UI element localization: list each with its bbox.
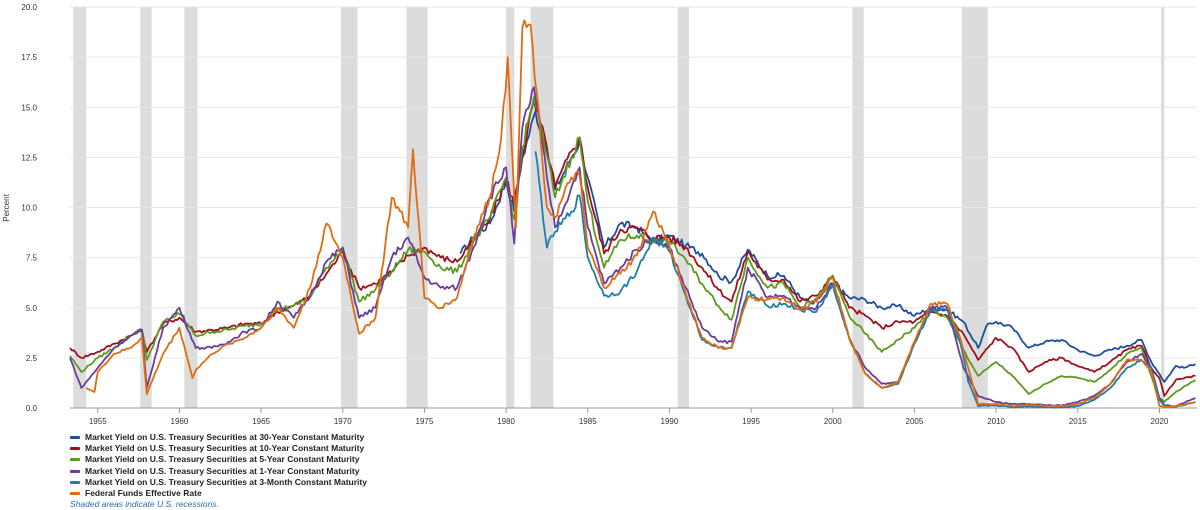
legend-swatch-5yr — [70, 458, 80, 462]
legend-label-fedfunds: Federal Funds Effective Rate — [85, 487, 202, 498]
legend-label-10yr: Market Yield on U.S. Treasury Securities… — [85, 443, 365, 454]
legend-label-3mo: Market Yield on U.S. Treasury Securities… — [85, 476, 367, 487]
legend-item-30yr[interactable]: Market Yield on U.S. Treasury Securities… — [70, 432, 367, 443]
x-tick-label: 1990 — [661, 417, 679, 426]
legend-swatch-3mo — [70, 480, 80, 484]
series-line-2 — [69, 96, 1196, 403]
y-tick-label: 12.5 — [21, 153, 37, 162]
y-tick-label: 15.0 — [21, 103, 37, 112]
y-tick-label: 2.5 — [26, 354, 38, 363]
legend-swatch-1yr — [70, 469, 80, 473]
legend-label-1yr: Market Yield on U.S. Treasury Securities… — [85, 465, 360, 476]
y-axis-ticks: 0.0 2.5 5.0 7.5 10.0 12.5 15.0 17.5 20.0 — [21, 3, 37, 413]
legend-label-5yr: Market Yield on U.S. Treasury Securities… — [85, 454, 360, 465]
x-tick-label: 1970 — [334, 417, 352, 426]
y-tick-label: 17.5 — [21, 53, 37, 62]
series-line-1 — [69, 100, 1196, 397]
legend-item-1yr[interactable]: Market Yield on U.S. Treasury Securities… — [70, 466, 367, 477]
x-tick-label: 2005 — [906, 417, 924, 426]
legend-item-10yr[interactable]: Market Yield on U.S. Treasury Securities… — [70, 443, 367, 454]
y-tick-label: 5.0 — [26, 304, 38, 313]
x-tick-label: 1980 — [497, 417, 515, 426]
series-line-3 — [69, 86, 1196, 408]
x-tick-label: 1995 — [742, 417, 760, 426]
legend-swatch-fedfunds — [70, 492, 80, 496]
legend-swatch-10yr — [70, 447, 80, 451]
x-tick-label: 2000 — [824, 417, 842, 426]
x-tick-label: 1975 — [416, 417, 434, 426]
x-tick-label: 2010 — [987, 417, 1005, 426]
x-axis-ticks: 1955 1960 1965 1970 1975 1980 1985 1990 1995 2000… — [89, 408, 1169, 426]
legend: Market Yield on U.S. Treasury Securities… — [70, 432, 367, 510]
y-tick-label: 7.5 — [26, 254, 38, 263]
x-tick-label: 2020 — [1151, 417, 1169, 426]
yield-chart: 0.0 2.5 5.0 7.5 10.0 12.5 15.0 17.5 20.0 1955 196… — [2, 3, 1197, 426]
legend-swatch-30yr — [70, 436, 80, 440]
x-tick-label: 1955 — [89, 417, 107, 426]
legend-label-30yr: Market Yield on U.S. Treasury Securities… — [85, 432, 365, 442]
recession-note: Shaded areas indicate U.S. recessions. — [70, 499, 219, 510]
legend-item-5yr[interactable]: Market Yield on U.S. Treasury Securities… — [70, 454, 367, 465]
x-tick-label: 1965 — [252, 417, 270, 426]
series-line-5 — [85, 19, 1196, 408]
y-tick-label: 10.0 — [21, 204, 37, 213]
x-tick-label: 1960 — [171, 417, 189, 426]
y-tick-label: 20.0 — [21, 3, 37, 12]
x-tick-label: 2015 — [1069, 417, 1087, 426]
legend-item-fedfunds[interactable]: Federal Funds Effective Rate — [70, 488, 367, 499]
series-lines — [69, 19, 1196, 409]
y-tick-label: 0.0 — [26, 404, 38, 413]
legend-item-3mo[interactable]: Market Yield on U.S. Treasury Securities… — [70, 477, 367, 488]
x-tick-label: 1985 — [579, 417, 597, 426]
y-axis-label: Percent — [2, 193, 11, 221]
